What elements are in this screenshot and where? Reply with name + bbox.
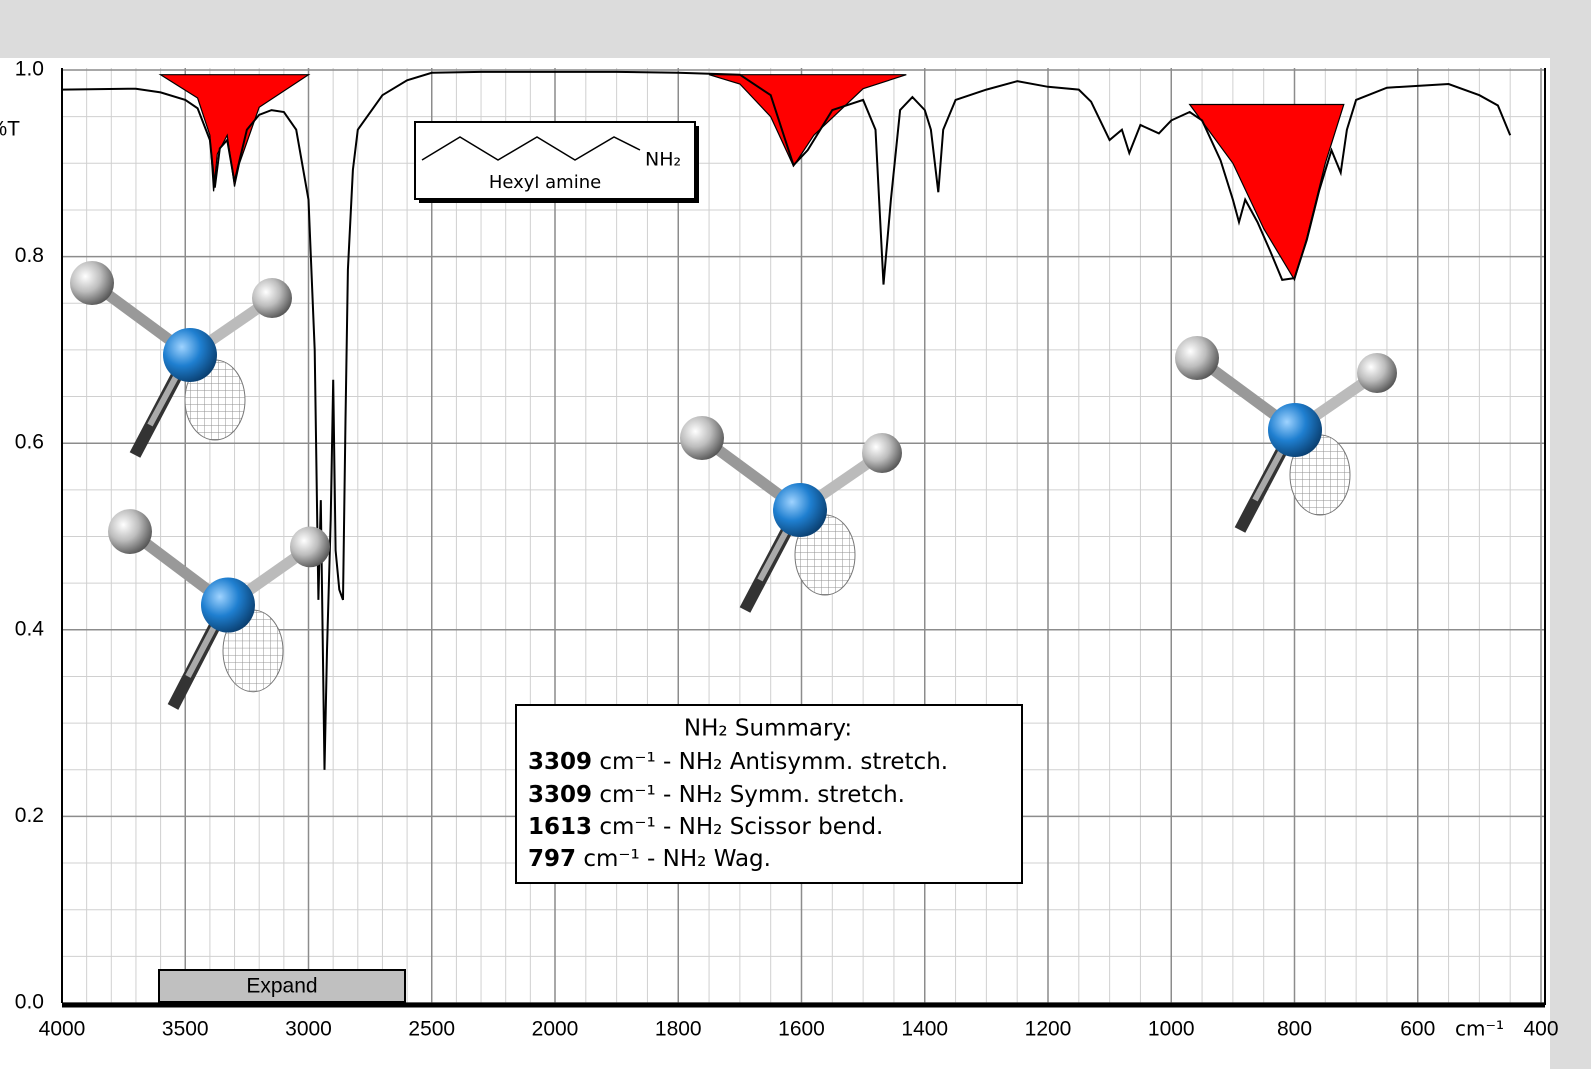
y-tick-label: 1.0 <box>15 58 44 81</box>
x-tick-label: 800 <box>1277 1018 1312 1041</box>
y-tick-label: 0.8 <box>15 244 44 267</box>
structure-name: Hexyl amine <box>489 172 601 193</box>
x-tick-label: 600 <box>1400 1018 1435 1041</box>
y-tick-label: 0.2 <box>15 804 44 827</box>
x-tick-label: 1200 <box>1025 1018 1072 1041</box>
summary-box: NH₂ Summary: 3309 cm⁻¹ - NH₂ Antisymm. s… <box>516 705 1022 883</box>
x-tick-label: 1000 <box>1148 1018 1195 1041</box>
summary-title: NH₂ Summary: <box>684 716 852 742</box>
summary-line: 1613 cm⁻¹ - NH₂ Scissor bend. <box>528 814 883 840</box>
assignment: cm⁻¹ - NH₂ Symm. stretch. <box>599 782 905 808</box>
x-tick-label: 2000 <box>532 1018 579 1041</box>
y-tick-label: 0.4 <box>15 617 45 640</box>
y-axis-label: %T <box>0 118 20 141</box>
x-tick-label: 400 <box>1523 1018 1558 1041</box>
x-tick-label: 2500 <box>408 1018 455 1041</box>
structure-box: NH₂ Hexyl amine <box>415 122 699 203</box>
x-tick-label: 1600 <box>778 1018 825 1041</box>
wavenumber: 3309 <box>528 749 592 775</box>
x-tick-label: 1400 <box>901 1018 948 1041</box>
x-tick-label: 3500 <box>162 1018 209 1041</box>
x-tick-label: 1800 <box>655 1018 702 1041</box>
structure-group: NH₂ <box>645 149 681 171</box>
expand-button[interactable]: Expand <box>159 970 405 1002</box>
assignment: cm⁻¹ - NH₂ Wag. <box>583 846 771 872</box>
wavenumber: 1613 <box>528 814 592 840</box>
assignment: cm⁻¹ - NH₂ Antisymm. stretch. <box>599 749 948 775</box>
y-tick-label: 0.0 <box>15 991 44 1014</box>
x-tick-label: 4000 <box>39 1018 86 1041</box>
chart: NH₂ Hexyl amine NH₂ Summary: 3309 cm⁻¹ -… <box>0 0 1591 1069</box>
x-unit-label: cm⁻¹ <box>1455 1017 1504 1041</box>
summary-line: 797 cm⁻¹ - NH₂ Wag. <box>528 846 771 872</box>
button-label[interactable]: Expand <box>246 975 317 998</box>
summary-line: 3309 cm⁻¹ - NH₂ Symm. stretch. <box>528 782 905 808</box>
wavenumber: 3309 <box>528 782 592 808</box>
y-tick-label: 0.6 <box>15 431 44 454</box>
x-tick-label: 3000 <box>285 1018 332 1041</box>
page: {"chart_data": {"type": "spectrum", "y_l… <box>0 0 1591 1069</box>
assignment: cm⁻¹ - NH₂ Scissor bend. <box>599 814 883 840</box>
wavenumber: 797 <box>528 846 576 872</box>
summary-line: 3309 cm⁻¹ - NH₂ Antisymm. stretch. <box>528 749 948 775</box>
